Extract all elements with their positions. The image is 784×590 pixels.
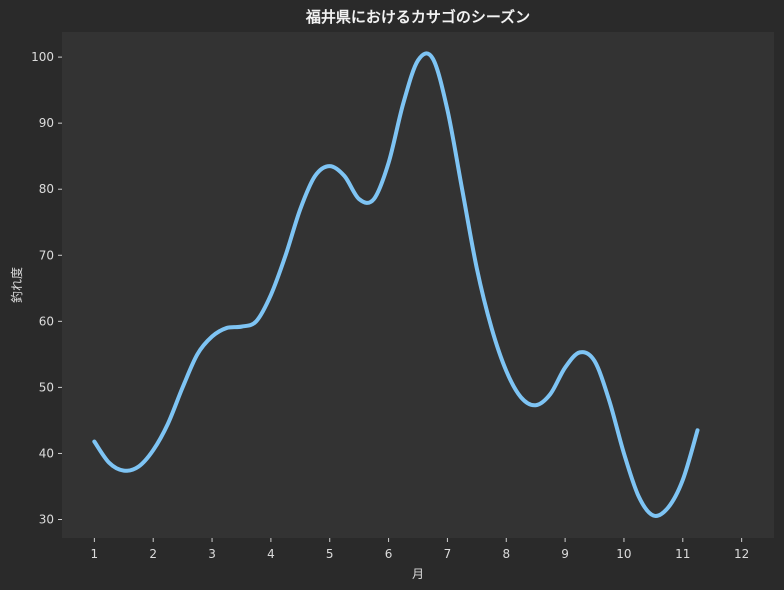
x-tick-label: 9 — [561, 547, 569, 561]
series-layer — [92, 51, 700, 518]
x-tick-label: 1 — [91, 547, 99, 561]
y-tick-label: 80 — [39, 182, 54, 196]
series-line — [92, 51, 700, 518]
y-tick-label: 90 — [39, 116, 54, 130]
x-tick-label: 7 — [444, 547, 452, 561]
x-tick-label: 6 — [385, 547, 393, 561]
y-tick-label: 70 — [39, 248, 54, 262]
y-tick-label: 60 — [39, 314, 54, 328]
y-tick-label: 100 — [31, 50, 54, 64]
plot-area — [62, 32, 774, 538]
x-tick-label: 11 — [675, 547, 690, 561]
y-tick-label: 40 — [39, 446, 54, 460]
y-axis-label: 釣れ度 — [9, 267, 24, 303]
x-axis-ticks: 1 2 3 4 5 6 7 8 9 10 11 12 — [91, 538, 749, 561]
chart-title: 福井県におけるカサゴのシーズン — [305, 8, 530, 26]
x-axis-label: 月 — [412, 567, 424, 581]
x-tick-label: 3 — [208, 547, 216, 561]
x-tick-label: 8 — [502, 547, 510, 561]
x-tick-label: 2 — [149, 547, 157, 561]
y-tick-label: 50 — [39, 380, 54, 394]
x-tick-label: 5 — [326, 547, 334, 561]
y-axis-ticks: 30 40 50 60 70 80 90 100 — [31, 50, 62, 527]
y-tick-label: 30 — [39, 513, 54, 527]
x-tick-label: 4 — [267, 547, 275, 561]
x-tick-label: 10 — [616, 547, 631, 561]
x-tick-label: 12 — [734, 547, 749, 561]
